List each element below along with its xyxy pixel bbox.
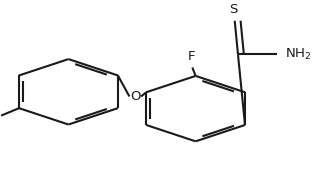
Text: S: S	[229, 3, 237, 16]
Text: F: F	[188, 50, 196, 63]
Text: NH$_2$: NH$_2$	[285, 47, 312, 62]
Text: O: O	[130, 90, 141, 103]
